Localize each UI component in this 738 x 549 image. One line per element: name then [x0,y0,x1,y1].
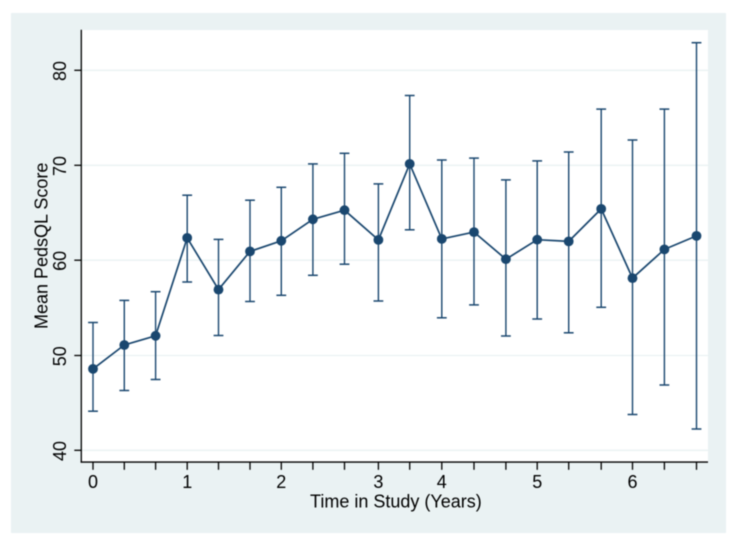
svg-text:60: 60 [50,251,70,271]
svg-text:80: 80 [50,61,70,81]
svg-text:6: 6 [627,472,637,492]
svg-text:2: 2 [276,472,286,492]
svg-text:40: 40 [50,441,70,461]
svg-text:1: 1 [182,472,192,492]
svg-text:Mean PedsQL Score: Mean PedsQL Score [32,163,52,329]
svg-text:Time in Study (Years): Time in Study (Years) [310,492,482,512]
svg-text:50: 50 [50,346,70,366]
svg-text:4: 4 [437,472,447,492]
svg-text:70: 70 [50,156,70,176]
svg-text:0: 0 [88,472,98,492]
svg-text:5: 5 [532,472,542,492]
svg-text:3: 3 [373,472,383,492]
